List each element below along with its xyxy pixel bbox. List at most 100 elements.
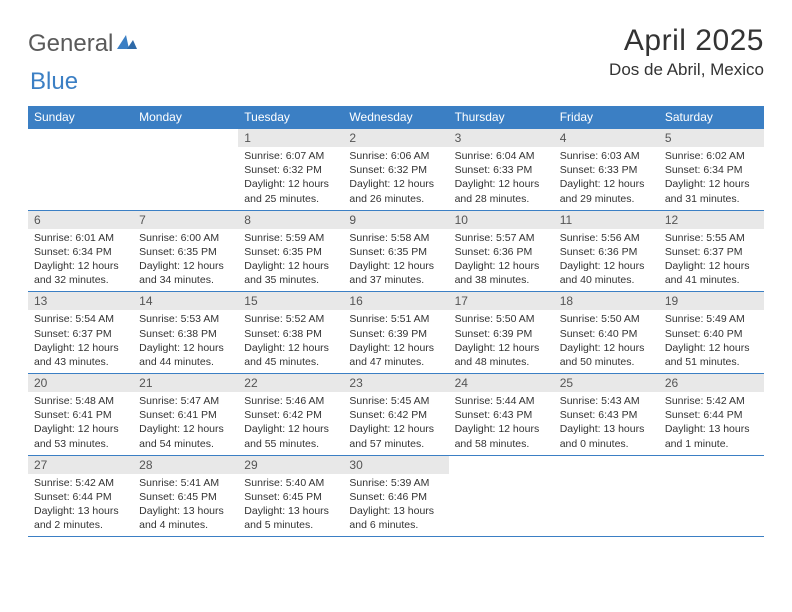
day-details: Sunrise: 5:50 AMSunset: 6:39 PMDaylight:…: [449, 310, 554, 373]
calendar-header-cell: Monday: [133, 106, 238, 129]
calendar-cell: 22Sunrise: 5:46 AMSunset: 6:42 PMDayligh…: [238, 374, 343, 455]
page-title: April 2025: [609, 24, 764, 58]
calendar-cell: 6Sunrise: 6:01 AMSunset: 6:34 PMDaylight…: [28, 211, 133, 292]
logo-triangle-icon: [117, 33, 139, 56]
day-number: 22: [238, 374, 343, 392]
day-number: 17: [449, 292, 554, 310]
calendar-row: 27Sunrise: 5:42 AMSunset: 6:44 PMDayligh…: [28, 456, 764, 538]
calendar-cell: 26Sunrise: 5:42 AMSunset: 6:44 PMDayligh…: [659, 374, 764, 455]
calendar-cell: 5Sunrise: 6:02 AMSunset: 6:34 PMDaylight…: [659, 129, 764, 210]
calendar-cell: 30Sunrise: 5:39 AMSunset: 6:46 PMDayligh…: [343, 456, 448, 537]
calendar-cell: 20Sunrise: 5:48 AMSunset: 6:41 PMDayligh…: [28, 374, 133, 455]
day-details: Sunrise: 5:50 AMSunset: 6:40 PMDaylight:…: [554, 310, 659, 373]
calendar-cell: 2Sunrise: 6:06 AMSunset: 6:32 PMDaylight…: [343, 129, 448, 210]
day-number: 5: [659, 129, 764, 147]
title-block: April 2025 Dos de Abril, Mexico: [609, 24, 764, 80]
day-details: Sunrise: 6:01 AMSunset: 6:34 PMDaylight:…: [28, 229, 133, 292]
calendar-body: 1Sunrise: 6:07 AMSunset: 6:32 PMDaylight…: [28, 129, 764, 537]
day-details: Sunrise: 5:44 AMSunset: 6:43 PMDaylight:…: [449, 392, 554, 455]
day-number: 8: [238, 211, 343, 229]
calendar-header-cell: Sunday: [28, 106, 133, 129]
day-number: 11: [554, 211, 659, 229]
calendar-header-row: SundayMondayTuesdayWednesdayThursdayFrid…: [28, 106, 764, 129]
day-details: Sunrise: 5:58 AMSunset: 6:35 PMDaylight:…: [343, 229, 448, 292]
day-details: Sunrise: 5:56 AMSunset: 6:36 PMDaylight:…: [554, 229, 659, 292]
day-number: 10: [449, 211, 554, 229]
day-number: 9: [343, 211, 448, 229]
day-details: Sunrise: 5:53 AMSunset: 6:38 PMDaylight:…: [133, 310, 238, 373]
calendar-header-cell: Friday: [554, 106, 659, 129]
day-details: Sunrise: 5:46 AMSunset: 6:42 PMDaylight:…: [238, 392, 343, 455]
calendar-row: 6Sunrise: 6:01 AMSunset: 6:34 PMDaylight…: [28, 211, 764, 293]
calendar-page: General April 2025 Dos de Abril, Mexico …: [0, 0, 792, 557]
day-number: 13: [28, 292, 133, 310]
calendar-row: 20Sunrise: 5:48 AMSunset: 6:41 PMDayligh…: [28, 374, 764, 456]
day-number: 29: [238, 456, 343, 474]
day-details: Sunrise: 5:45 AMSunset: 6:42 PMDaylight:…: [343, 392, 448, 455]
calendar-header-cell: Thursday: [449, 106, 554, 129]
calendar-cell: 17Sunrise: 5:50 AMSunset: 6:39 PMDayligh…: [449, 292, 554, 373]
day-details: Sunrise: 5:55 AMSunset: 6:37 PMDaylight:…: [659, 229, 764, 292]
calendar-cell: 29Sunrise: 5:40 AMSunset: 6:45 PMDayligh…: [238, 456, 343, 537]
day-number: 2: [343, 129, 448, 147]
calendar-cell: 4Sunrise: 6:03 AMSunset: 6:33 PMDaylight…: [554, 129, 659, 210]
logo-text-general: General: [28, 30, 113, 58]
day-number: 1: [238, 129, 343, 147]
logo: General: [28, 30, 141, 58]
calendar-table: SundayMondayTuesdayWednesdayThursdayFrid…: [28, 106, 764, 537]
calendar-cell: 13Sunrise: 5:54 AMSunset: 6:37 PMDayligh…: [28, 292, 133, 373]
day-details: Sunrise: 5:48 AMSunset: 6:41 PMDaylight:…: [28, 392, 133, 455]
calendar-cell: 11Sunrise: 5:56 AMSunset: 6:36 PMDayligh…: [554, 211, 659, 292]
day-details: Sunrise: 5:54 AMSunset: 6:37 PMDaylight:…: [28, 310, 133, 373]
day-details: Sunrise: 5:42 AMSunset: 6:44 PMDaylight:…: [659, 392, 764, 455]
calendar-cell: 12Sunrise: 5:55 AMSunset: 6:37 PMDayligh…: [659, 211, 764, 292]
calendar-cell: 7Sunrise: 6:00 AMSunset: 6:35 PMDaylight…: [133, 211, 238, 292]
day-details: Sunrise: 6:04 AMSunset: 6:33 PMDaylight:…: [449, 147, 554, 210]
calendar-cell: [28, 129, 133, 210]
calendar-cell: [659, 456, 764, 537]
calendar-cell: 9Sunrise: 5:58 AMSunset: 6:35 PMDaylight…: [343, 211, 448, 292]
calendar-cell: 24Sunrise: 5:44 AMSunset: 6:43 PMDayligh…: [449, 374, 554, 455]
calendar-cell: 19Sunrise: 5:49 AMSunset: 6:40 PMDayligh…: [659, 292, 764, 373]
calendar-cell: 18Sunrise: 5:50 AMSunset: 6:40 PMDayligh…: [554, 292, 659, 373]
calendar-cell: [133, 129, 238, 210]
day-details: Sunrise: 5:51 AMSunset: 6:39 PMDaylight:…: [343, 310, 448, 373]
day-details: Sunrise: 5:40 AMSunset: 6:45 PMDaylight:…: [238, 474, 343, 537]
calendar-cell: 21Sunrise: 5:47 AMSunset: 6:41 PMDayligh…: [133, 374, 238, 455]
day-details: Sunrise: 5:43 AMSunset: 6:43 PMDaylight:…: [554, 392, 659, 455]
day-number: 4: [554, 129, 659, 147]
calendar-cell: 28Sunrise: 5:41 AMSunset: 6:45 PMDayligh…: [133, 456, 238, 537]
calendar-cell: 23Sunrise: 5:45 AMSunset: 6:42 PMDayligh…: [343, 374, 448, 455]
day-number: 7: [133, 211, 238, 229]
calendar-cell: 10Sunrise: 5:57 AMSunset: 6:36 PMDayligh…: [449, 211, 554, 292]
calendar-cell: 25Sunrise: 5:43 AMSunset: 6:43 PMDayligh…: [554, 374, 659, 455]
day-number: 16: [343, 292, 448, 310]
calendar-cell: 16Sunrise: 5:51 AMSunset: 6:39 PMDayligh…: [343, 292, 448, 373]
day-details: Sunrise: 6:00 AMSunset: 6:35 PMDaylight:…: [133, 229, 238, 292]
logo-text-blue: Blue: [30, 68, 78, 95]
day-number: 20: [28, 374, 133, 392]
day-number: 30: [343, 456, 448, 474]
calendar-cell: 14Sunrise: 5:53 AMSunset: 6:38 PMDayligh…: [133, 292, 238, 373]
day-number: 27: [28, 456, 133, 474]
day-number: 21: [133, 374, 238, 392]
day-number: 28: [133, 456, 238, 474]
calendar-header-cell: Tuesday: [238, 106, 343, 129]
calendar-cell: 3Sunrise: 6:04 AMSunset: 6:33 PMDaylight…: [449, 129, 554, 210]
calendar-cell: 27Sunrise: 5:42 AMSunset: 6:44 PMDayligh…: [28, 456, 133, 537]
day-details: Sunrise: 5:47 AMSunset: 6:41 PMDaylight:…: [133, 392, 238, 455]
day-number: 25: [554, 374, 659, 392]
day-number: 19: [659, 292, 764, 310]
day-details: Sunrise: 5:39 AMSunset: 6:46 PMDaylight:…: [343, 474, 448, 537]
day-details: Sunrise: 5:41 AMSunset: 6:45 PMDaylight:…: [133, 474, 238, 537]
day-details: Sunrise: 5:42 AMSunset: 6:44 PMDaylight:…: [28, 474, 133, 537]
day-number: 3: [449, 129, 554, 147]
day-number: 12: [659, 211, 764, 229]
day-details: Sunrise: 6:06 AMSunset: 6:32 PMDaylight:…: [343, 147, 448, 210]
day-details: Sunrise: 5:49 AMSunset: 6:40 PMDaylight:…: [659, 310, 764, 373]
day-details: Sunrise: 5:52 AMSunset: 6:38 PMDaylight:…: [238, 310, 343, 373]
calendar-cell: [554, 456, 659, 537]
day-number: 23: [343, 374, 448, 392]
calendar-header-cell: Wednesday: [343, 106, 448, 129]
calendar-cell: 15Sunrise: 5:52 AMSunset: 6:38 PMDayligh…: [238, 292, 343, 373]
